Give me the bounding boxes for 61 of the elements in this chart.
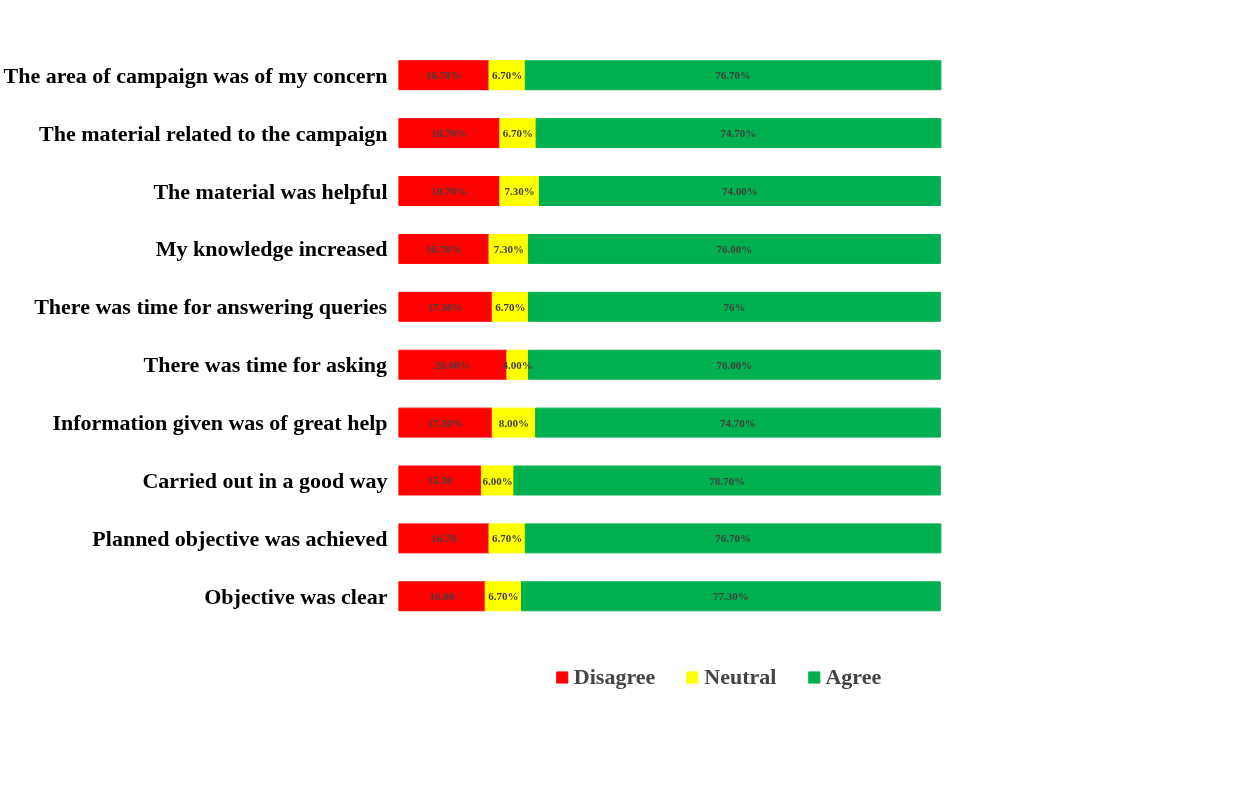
bar: [398, 233, 490, 264]
bar: [528, 291, 941, 322]
data-label: 74.00%: [721, 185, 758, 198]
data-label: 6.70%: [492, 532, 523, 545]
bar: [488, 523, 526, 554]
data-label: 76.00%: [716, 358, 753, 371]
data-label: 18.70%: [431, 127, 468, 140]
data-label: 17.30%: [427, 416, 464, 429]
y-tick-label: There was time for asking: [143, 352, 388, 378]
bar: [524, 60, 942, 91]
data-label: 7.30%: [504, 185, 535, 198]
data-label: 20.00%: [434, 358, 471, 371]
data-label: 6.70%: [495, 300, 526, 313]
data-label: 74.70%: [720, 127, 757, 140]
data-label: 16.70%: [425, 242, 462, 255]
data-label: 76%: [723, 300, 746, 313]
data-label: 77.30%: [713, 590, 749, 603]
bar: [538, 176, 941, 206]
data-label: 16.70: [431, 531, 457, 544]
bar: [398, 60, 490, 91]
data-label: 6.70%: [488, 590, 519, 603]
y-tick-label: There was time for answering queries: [34, 294, 388, 320]
bar: [535, 407, 941, 438]
data-label: 7.30%: [493, 242, 524, 255]
y-tick-label: Information given was of great help: [52, 410, 388, 436]
bar: [398, 118, 501, 149]
data-label: 78.70%: [709, 474, 745, 487]
bar: [535, 118, 942, 149]
y-tick-label: Planned objective was achieved: [92, 525, 388, 551]
data-label: 18.70%: [431, 185, 468, 198]
bar: [521, 581, 941, 612]
legend-label: Neutral: [704, 664, 777, 690]
data-label: 6.70%: [492, 69, 523, 82]
bar: [398, 581, 486, 612]
data-label: 6.70%: [502, 127, 534, 140]
data-label: 8.00%: [498, 416, 530, 429]
legend-label: Agree: [825, 664, 882, 690]
data-label: 76.70%: [715, 69, 751, 82]
data-label: 6.00%: [482, 474, 513, 487]
data-label: 16.70%: [425, 69, 462, 82]
data-label: 15.30: [427, 474, 453, 486]
bar: [398, 176, 501, 206]
data-label: 17.30%: [427, 300, 464, 313]
data-label: 16.00: [429, 589, 455, 602]
legend-label: Disagree: [573, 664, 656, 690]
bar: [398, 407, 493, 438]
y-tick-label: The material was helpful: [153, 178, 388, 204]
bar: [398, 465, 482, 496]
y-tick-label: Carried out in a good way: [142, 468, 388, 493]
bar: [513, 465, 941, 496]
bar: [398, 523, 490, 554]
y-tick-label: My knowledge increased: [155, 236, 388, 262]
bar: [524, 523, 942, 554]
y-tick-label: The area of campaign was of my concern: [3, 62, 388, 88]
data-label: 74.70%: [720, 416, 756, 429]
data-label: 76.00%: [716, 242, 753, 255]
data-label: 76.70%: [715, 532, 751, 545]
bar: [398, 291, 493, 322]
y-tick-label: Objective was clear: [204, 583, 388, 609]
bar: [528, 233, 941, 264]
y-tick-label: The material related to the campaign: [39, 120, 388, 146]
